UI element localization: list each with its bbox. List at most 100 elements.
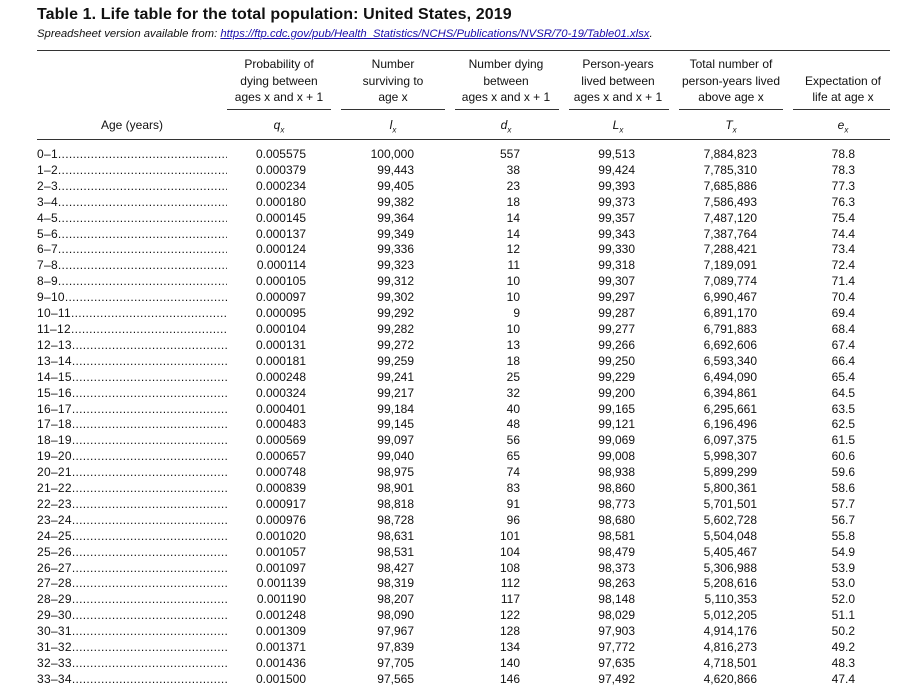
cell-L: 97,635 bbox=[598, 656, 635, 670]
cell-L: 98,860 bbox=[598, 481, 635, 496]
cell-e: 52.0 bbox=[831, 592, 855, 607]
header-T-line3: above age x bbox=[698, 90, 764, 104]
table-row: 8–9.....................................… bbox=[0, 274, 903, 290]
cell-l: 99,312 bbox=[377, 274, 414, 289]
cell-l: 99,382 bbox=[377, 194, 414, 209]
cell-l: 97,839 bbox=[377, 640, 414, 655]
header-bottom-rule bbox=[37, 139, 890, 140]
leader-dots: ........................................… bbox=[64, 290, 227, 305]
cell-T: 5,504,048 bbox=[703, 528, 757, 543]
cell-q: 0.001371 bbox=[255, 640, 306, 655]
header-e-underline bbox=[793, 109, 890, 110]
leader-dots: ........................................… bbox=[57, 194, 227, 209]
age-cell: 7–8.....................................… bbox=[37, 258, 227, 274]
cell-q: 0.001309 bbox=[255, 624, 306, 639]
cell-q: 0.000401 bbox=[255, 401, 306, 416]
subtitle-suffix: . bbox=[649, 28, 653, 40]
cell-q: 0.001057 bbox=[255, 544, 306, 559]
cell-e: 50.2 bbox=[831, 624, 855, 639]
cell-L: 98,479 bbox=[598, 544, 635, 559]
cell-l: 99,302 bbox=[377, 290, 414, 305]
leader-dots: ........................................… bbox=[71, 385, 227, 400]
header-d-underline bbox=[455, 109, 559, 110]
cell-l: 97,565 bbox=[377, 671, 414, 686]
cell-l: 99,282 bbox=[377, 321, 414, 336]
symbol-q: qx bbox=[274, 118, 285, 134]
cell-q: 0.000095 bbox=[255, 306, 306, 321]
cell-d: 18 bbox=[506, 194, 520, 209]
table-row: 1–2.....................................… bbox=[0, 163, 903, 179]
header-T: Total number of person-years lived above… bbox=[682, 56, 780, 106]
cell-d: 96 bbox=[506, 512, 520, 527]
symbol-T: Tx bbox=[725, 118, 736, 134]
cell-T: 5,012,205 bbox=[703, 608, 757, 623]
cell-d: 146 bbox=[499, 671, 520, 686]
cell-e: 68.4 bbox=[831, 321, 855, 336]
cell-T: 6,990,467 bbox=[703, 290, 757, 305]
cell-l: 98,818 bbox=[377, 496, 414, 511]
age-label: 13–14 bbox=[37, 353, 72, 368]
spreadsheet-link[interactable]: https://ftp.cdc.gov/pub/Health_Statistic… bbox=[220, 28, 650, 40]
age-cell: 26–27...................................… bbox=[37, 561, 227, 577]
leader-dots: ........................................… bbox=[71, 401, 227, 416]
cell-e: 63.5 bbox=[831, 401, 855, 416]
cell-q: 0.000976 bbox=[255, 512, 306, 527]
cell-L: 98,938 bbox=[598, 465, 635, 480]
leader-dots: ........................................… bbox=[57, 226, 227, 241]
header-d: Number dying between ages x and x + 1 bbox=[462, 56, 550, 106]
cell-T: 5,110,353 bbox=[704, 592, 758, 607]
cell-L: 99,008 bbox=[598, 449, 635, 464]
cell-e: 70.4 bbox=[831, 290, 855, 305]
cell-L: 98,373 bbox=[598, 560, 635, 575]
age-label: 32–33 bbox=[37, 656, 72, 670]
symbol-T-sub: x bbox=[732, 125, 737, 135]
leader-dots: ........................................… bbox=[70, 306, 227, 321]
cell-T: 5,800,361 bbox=[703, 481, 757, 496]
cell-d: 134 bbox=[499, 640, 520, 655]
age-cell: 0–1.....................................… bbox=[37, 147, 227, 163]
table-row: 11–12...................................… bbox=[0, 322, 903, 338]
table-row: 31–32...................................… bbox=[0, 640, 903, 656]
cell-l: 99,259 bbox=[377, 353, 414, 368]
cell-q: 0.000917 bbox=[255, 496, 306, 511]
age-label: 30–31 bbox=[37, 624, 72, 639]
age-label: 24–25 bbox=[37, 528, 72, 543]
cell-e: 75.4 bbox=[831, 210, 855, 225]
subtitle-prefix: Spreadsheet version available from: bbox=[37, 28, 221, 40]
symbol-d-letter: d bbox=[500, 118, 508, 132]
cell-T: 6,494,090 bbox=[703, 369, 757, 384]
cell-e: 48.3 bbox=[831, 656, 855, 670]
cell-T: 6,593,340 bbox=[703, 353, 757, 368]
header-e-line1: Expectation of bbox=[804, 73, 882, 88]
header-T-line2: person-years lived bbox=[681, 73, 781, 88]
cell-l: 99,349 bbox=[377, 226, 414, 241]
cell-e: 56.7 bbox=[831, 512, 855, 527]
cell-d: 91 bbox=[506, 496, 520, 511]
age-cell: 17–18...................................… bbox=[37, 417, 227, 433]
age-cell: 4–5.....................................… bbox=[37, 211, 227, 227]
table-row: 30–31...................................… bbox=[0, 624, 903, 640]
cell-d: 13 bbox=[506, 337, 520, 352]
cell-L: 97,492 bbox=[598, 671, 635, 686]
age-cell: 5–6.....................................… bbox=[37, 227, 227, 243]
cell-q: 0.001190 bbox=[256, 592, 306, 607]
cell-l: 98,901 bbox=[377, 481, 414, 496]
age-cell: 27–28...................................… bbox=[37, 576, 227, 592]
cell-q: 0.000124 bbox=[255, 242, 306, 257]
age-cell: 2–3.....................................… bbox=[37, 179, 227, 195]
age-label: 29–30 bbox=[37, 608, 72, 623]
cell-e: 78.3 bbox=[831, 162, 855, 177]
cell-T: 4,914,176 bbox=[703, 624, 757, 639]
header-L-line2: lived between bbox=[581, 73, 655, 88]
age-label: 3–4 bbox=[37, 194, 58, 209]
age-cell: 23–24...................................… bbox=[37, 513, 227, 529]
cell-q: 0.001097 bbox=[255, 560, 306, 575]
cell-l: 99,336 bbox=[377, 242, 414, 257]
age-cell: 15–16...................................… bbox=[37, 386, 227, 402]
cell-q: 0.001020 bbox=[255, 528, 306, 543]
age-label: 23–24 bbox=[37, 512, 72, 527]
cell-e: 71.4 bbox=[831, 274, 855, 289]
leader-dots: ........................................… bbox=[71, 576, 227, 591]
table-row: 7–8.....................................… bbox=[0, 258, 903, 274]
cell-T: 5,701,501 bbox=[703, 496, 757, 511]
